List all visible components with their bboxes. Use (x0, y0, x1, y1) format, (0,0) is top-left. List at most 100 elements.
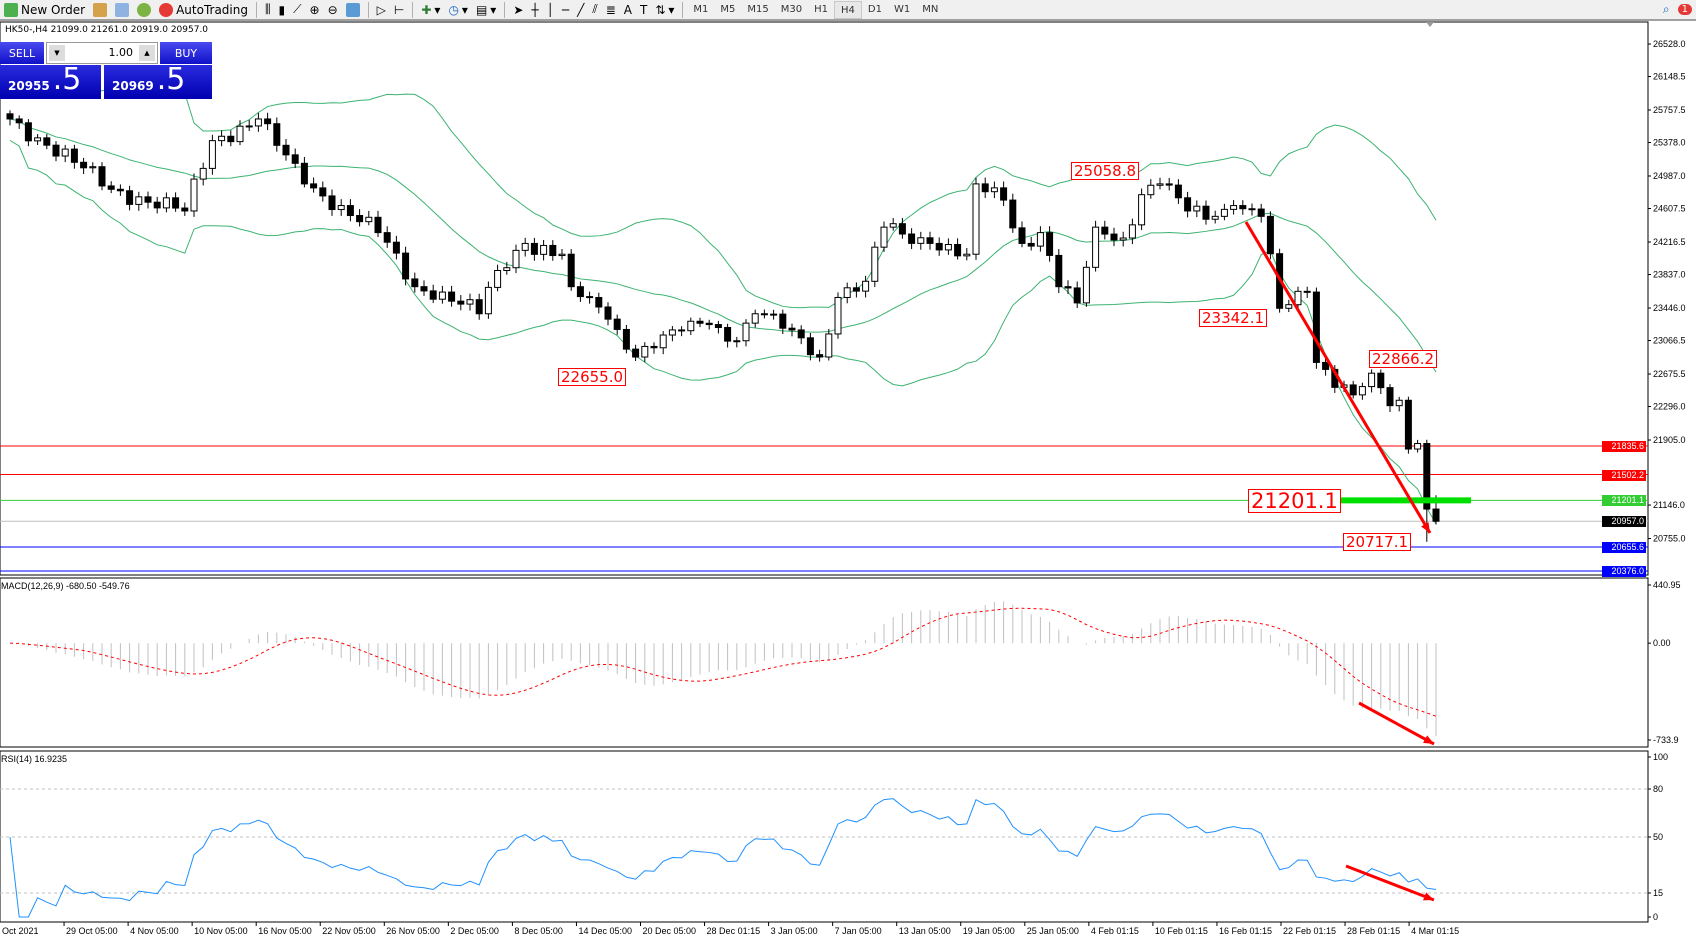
price-annotation[interactable]: 22866.2 (1369, 350, 1438, 368)
signals-button[interactable] (133, 0, 155, 19)
lot-increase-button[interactable]: ▲ (139, 45, 155, 61)
candle (1358, 382, 1366, 400)
channel-button[interactable]: ⫽ (588, 0, 601, 19)
candle-body (1211, 215, 1219, 220)
candle-body (788, 327, 796, 331)
horizontal-line-button[interactable]: ─ (558, 0, 573, 19)
lot-value[interactable]: 1.00 (108, 46, 134, 59)
candle (641, 342, 649, 363)
candle-body (972, 183, 980, 255)
timeframe-d1[interactable]: D1 (867, 3, 882, 15)
candle-body (43, 137, 51, 146)
candle-body (135, 196, 143, 205)
candle (172, 192, 180, 212)
candle-body (1064, 286, 1072, 289)
candle-body (595, 297, 603, 308)
buy-button[interactable]: BUY (160, 42, 212, 64)
price-tick-label: 24607.5 (1653, 204, 1686, 214)
price-annotation[interactable]: 25058.8 (1071, 162, 1140, 180)
candle (954, 238, 962, 260)
price-tick-label: 24987.0 (1653, 171, 1686, 181)
candle-chart-button[interactable]: ▮ (275, 0, 290, 19)
notifications-button[interactable]: 1 (1674, 0, 1696, 19)
timeframe-h1[interactable]: H1 (814, 3, 829, 15)
price-annotation[interactable]: 22655.0 (558, 368, 627, 386)
text-label-button[interactable]: T (636, 0, 651, 19)
candle-body (107, 185, 115, 190)
fibonacci-button[interactable]: ≣ (602, 0, 620, 19)
autoscroll-button[interactable]: ▷ (373, 0, 390, 19)
arrows-button[interactable]: ⇅ ▾ (655, 2, 675, 17)
terminal-button[interactable] (111, 0, 133, 19)
candle (34, 134, 42, 145)
candle-body (908, 233, 916, 244)
candle (751, 309, 759, 328)
chart-shift-button[interactable]: ⊢ (390, 0, 408, 19)
line-chart-button[interactable]: ⟋ (289, 0, 305, 19)
candle-body (337, 205, 345, 211)
candle (1395, 396, 1403, 412)
candle (567, 249, 575, 291)
price-annotation[interactable]: 21201.1 (1248, 489, 1341, 513)
indicators-button[interactable]: ✚ ▾ (421, 2, 441, 17)
time-axis-label: 4 Nov 05:00 (130, 926, 179, 936)
divider (412, 1, 414, 18)
price-annotation[interactable]: 20717.1 (1343, 533, 1412, 551)
trend-arrow-price-head (1421, 522, 1430, 533)
signal-icon (137, 2, 152, 17)
candle-body (806, 337, 814, 356)
time-axis-label: 16 Feb 01:15 (1218, 926, 1272, 936)
candle (282, 139, 290, 161)
text-button[interactable]: A (620, 0, 636, 19)
zoom-in-button[interactable]: ⊕ (306, 0, 324, 19)
candle (1156, 177, 1164, 190)
candle-body (392, 241, 400, 254)
new-order-button[interactable]: New Order (0, 0, 89, 19)
candle-body (162, 197, 170, 209)
zoom-out-button[interactable]: ⊖ (324, 0, 342, 19)
candle (549, 240, 557, 261)
trend-arrow-rsi-head (1423, 892, 1434, 901)
candle-body (862, 280, 870, 292)
candle-body (227, 135, 235, 143)
trendline-button[interactable]: ╱ (573, 0, 588, 19)
candle (1018, 221, 1026, 248)
candle (1092, 220, 1100, 272)
sell-price-button[interactable]: 20955.5 (0, 65, 101, 99)
autotrading-button[interactable]: AutoTrading (155, 0, 252, 19)
bar-chart-button[interactable]: ⫼ (261, 0, 275, 19)
timeframe-h4[interactable]: H4 (834, 0, 862, 19)
candle (107, 181, 115, 194)
cursor-button[interactable]: ➤ (509, 0, 527, 19)
crosshair-button[interactable]: ┼ (527, 0, 542, 19)
vertical-line-button[interactable]: │ (543, 0, 558, 19)
candle (218, 130, 226, 147)
sell-button[interactable]: SELL (0, 42, 44, 64)
timeframe-m1[interactable]: M1 (693, 3, 709, 15)
candle (1073, 281, 1081, 309)
chart-shift-icon: ⊢ (393, 2, 405, 17)
search-button[interactable]: ⌕ (1659, 0, 1674, 19)
price-annotation[interactable]: 23342.1 (1199, 309, 1268, 327)
candle (1248, 203, 1256, 216)
candle (1000, 181, 1008, 207)
candle-body (1386, 387, 1394, 407)
candle (254, 112, 262, 132)
price-tick-label: 21905.0 (1653, 435, 1686, 445)
lot-decrease-button[interactable]: ▼ (49, 45, 65, 61)
lot-size-input[interactable]: ▼ 1.00 ▲ (46, 42, 158, 64)
periods-button[interactable]: ◷ ▾ (448, 2, 468, 17)
timeframe-m15[interactable]: M15 (747, 3, 769, 15)
time-axis-label: 14 Dec 05:00 (578, 926, 632, 936)
timeframe-m5[interactable]: M5 (720, 3, 736, 15)
timeframe-m30[interactable]: M30 (780, 3, 803, 15)
candle (310, 177, 318, 193)
metaeditor-button[interactable] (89, 0, 111, 19)
buy-price-button[interactable]: 20969.5 (104, 65, 212, 99)
timeframe-mn[interactable]: MN (922, 3, 939, 15)
search-icon: ⌕ (1662, 2, 1670, 16)
timeframe-w1[interactable]: W1 (893, 3, 911, 15)
tile-windows-button[interactable] (342, 0, 364, 19)
templates-button[interactable]: ▤ ▾ (475, 2, 497, 17)
